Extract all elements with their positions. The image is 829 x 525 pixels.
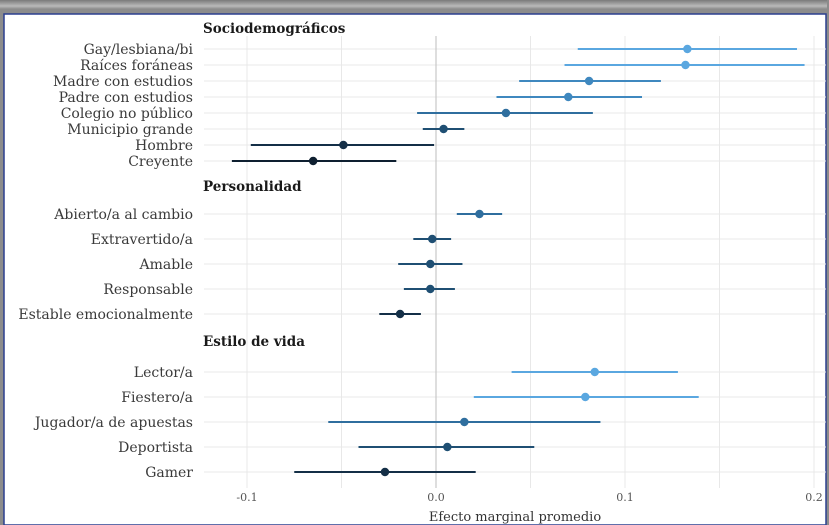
point-estimate	[339, 140, 348, 150]
group-title-2: Estilo de vida	[203, 334, 305, 350]
x-tick-label: 0.1	[616, 491, 634, 504]
row-label: Extravertido/a	[91, 232, 193, 248]
point-estimate	[426, 259, 435, 269]
row-label: Fiestero/a	[121, 390, 193, 406]
point-estimate	[581, 392, 590, 402]
point-estimate	[584, 76, 594, 86]
row-label: Colegio no público	[61, 106, 193, 122]
group-title-0: Sociodemográficos	[203, 21, 346, 37]
group-title-1: Personalidad	[203, 179, 302, 195]
row-label: Creyente	[128, 154, 193, 170]
row-label: Hombre	[135, 138, 193, 154]
point-estimate	[308, 156, 318, 166]
row-label: Municipio grande	[67, 122, 193, 138]
row-label: Responsable	[103, 282, 193, 298]
row-label: Gay/lesbiana/bi	[84, 42, 194, 58]
point-estimate	[380, 467, 390, 477]
row-label: Deportista	[118, 440, 193, 456]
point-estimate	[475, 209, 484, 219]
row-label: Madre con estudios	[53, 74, 193, 90]
point-estimate	[443, 442, 452, 452]
x-tick-label: 0.0	[427, 491, 445, 504]
row-label: Padre con estudios	[59, 90, 193, 106]
point-estimate	[426, 284, 435, 294]
row-label: Lector/a	[134, 365, 193, 381]
x-axis-title: Efecto marginal promedio	[429, 510, 602, 525]
row-label: Raíces foráneas	[80, 58, 193, 74]
point-estimate	[460, 417, 469, 427]
point-estimate	[683, 44, 692, 54]
x-tick-label: -0.1	[236, 491, 257, 504]
point-estimate	[395, 309, 405, 319]
chart-background	[3, 13, 827, 525]
point-estimate	[564, 92, 573, 102]
row-label: Estable emocionalmente	[18, 307, 193, 323]
point-estimate	[428, 234, 437, 244]
point-estimate	[439, 124, 448, 134]
point-estimate	[590, 367, 599, 377]
row-label: Amable	[139, 257, 193, 273]
point-estimate	[501, 108, 511, 118]
x-tick-label: 0.2	[805, 491, 823, 504]
point-estimate	[681, 60, 690, 70]
row-label: Gamer	[145, 465, 193, 481]
row-label: Abierto/a al cambio	[53, 207, 193, 223]
row-label: Jugador/a de apuestas	[33, 415, 193, 431]
